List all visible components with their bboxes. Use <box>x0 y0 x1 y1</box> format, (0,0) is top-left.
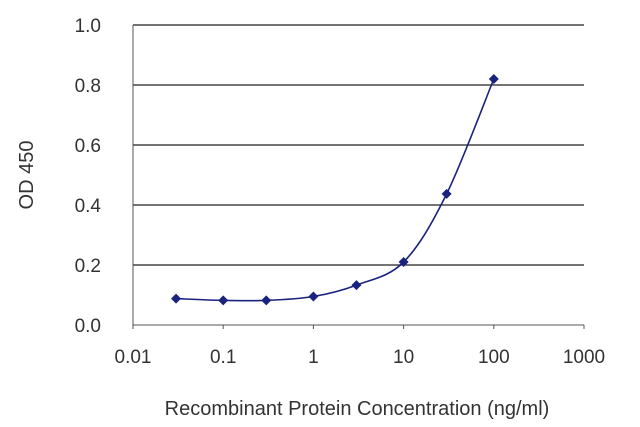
data-point <box>308 291 319 302</box>
x-tick-label: 0.01 <box>115 347 152 368</box>
x-axis-title: Recombinant Protein Concentration (ng/ml… <box>165 398 550 420</box>
data-point <box>261 295 272 306</box>
data-point <box>398 257 409 267</box>
y-tick-label: 0.2 <box>75 256 101 277</box>
data-point <box>171 293 182 304</box>
axes <box>132 25 585 329</box>
data-point <box>488 74 499 84</box>
data-point <box>351 280 362 291</box>
y-tick-label: 0.0 <box>75 316 101 337</box>
y-tick-label: 0.8 <box>75 76 101 97</box>
y-tick-labels: 0.0 0.2 0.4 0.6 0.8 1.0 <box>75 16 102 337</box>
x-tick-labels: 0.01 0.1 1 10 100 1000 <box>115 347 606 368</box>
x-tick-label: 1000 <box>563 347 605 368</box>
x-tick-label: 0.1 <box>210 347 236 368</box>
x-tick-label: 1 <box>308 347 319 368</box>
y-tick-label: 0.4 <box>75 196 102 217</box>
x-tick-label: 10 <box>393 347 414 368</box>
data-point <box>441 188 452 199</box>
x-tick-label: 100 <box>478 347 510 368</box>
y-tick-label: 0.6 <box>75 136 101 157</box>
series-markers <box>171 74 499 306</box>
data-point <box>218 295 229 306</box>
y-axis-title: OD 450 <box>16 141 38 210</box>
y-tick-label: 1.0 <box>75 16 101 37</box>
gridlines <box>133 24 584 266</box>
